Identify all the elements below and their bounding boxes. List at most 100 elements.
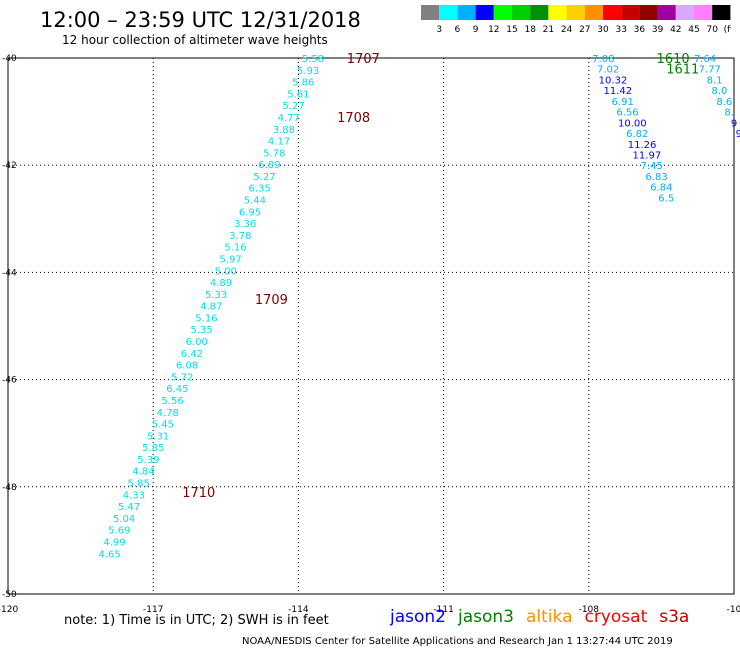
colorbar-swatch: [675, 5, 694, 20]
wave-height-value: 4.17: [268, 137, 290, 148]
wave-height-value: 5.16: [195, 313, 217, 324]
lon-tick-label: -117: [143, 605, 163, 615]
colorbar-swatch: [603, 5, 622, 20]
colorbar-swatch: [548, 5, 567, 20]
wave-height-value: 7.64: [694, 54, 716, 65]
colorbar-swatch: [457, 5, 476, 20]
colorbar-label: 33: [615, 25, 626, 35]
wave-height-value: 5.35: [190, 325, 212, 336]
wave-height-value: 5.56: [161, 396, 183, 407]
lon-tick-label: -108: [579, 605, 600, 615]
wave-height-value: 7.77: [699, 65, 721, 76]
wave-height-value: 10.32: [599, 75, 628, 86]
wave-height-value: 4.89: [210, 278, 232, 289]
wave-height-value: 11.26: [628, 140, 657, 151]
lat-tick-label: -44: [2, 268, 17, 278]
wave-height-value: 4.84: [132, 467, 154, 478]
colorbar-label: 36: [634, 25, 646, 35]
wave-height-value: 3.78: [229, 231, 251, 242]
track-labels: 5.585.935.865.615.274.773.884.175.786.89…: [99, 54, 740, 560]
colorbar-label: 15: [506, 25, 517, 35]
wave-height-value: 11.97: [633, 150, 662, 161]
wave-height-value: 9: [731, 118, 737, 129]
wave-height-value: 6.89: [258, 160, 280, 171]
wave-height-value: 6.95: [239, 207, 261, 218]
wave-height-value: 6.84: [650, 183, 672, 194]
lat-tick-label: -48: [2, 483, 17, 493]
wave-height-value: 7.02: [597, 65, 619, 76]
wave-height-value: 6.00: [186, 337, 208, 348]
wave-height-value: 6.35: [249, 184, 271, 195]
colorbar-swatch: [493, 5, 512, 20]
wave-height-value: 3.36: [234, 219, 256, 230]
colorbar-label: 6: [455, 25, 461, 35]
pass-time-label: 1611: [666, 63, 699, 78]
wave-height-value: 8.0: [712, 86, 728, 97]
wave-height-value: 5.27: [282, 101, 304, 112]
colorbar-swatch: [475, 5, 494, 20]
lon-tick-label: -120: [0, 605, 18, 615]
pass-time-label: 1709: [255, 293, 288, 308]
footer-credit: NOAA/NESDIS Center for Satellite Applica…: [242, 636, 673, 647]
wave-height-value: 5.85: [142, 443, 164, 454]
colorbar-label: 39: [652, 25, 664, 35]
colorbar-label: 21: [543, 25, 554, 35]
wave-height-value: 5.86: [292, 78, 314, 89]
lat-tick-label: -46: [2, 376, 17, 386]
colorbar-label: 24: [561, 25, 573, 35]
lat-tick-label: -50: [2, 590, 17, 600]
wave-height-value: 4.87: [200, 302, 222, 313]
colorbar-swatch: [584, 5, 603, 20]
colorbar-label: 27: [579, 25, 590, 35]
colorbar-label: 45: [688, 25, 699, 35]
wave-height-value: 5.00: [215, 266, 237, 277]
wave-height-value: 5.85: [128, 479, 150, 490]
lat-tick-label: -42: [2, 161, 17, 171]
wave-height-value: 10.00: [618, 118, 647, 129]
legend-cryosat: cryosat: [584, 607, 648, 627]
wave-height-value: 4.33: [123, 490, 145, 501]
wave-height-value: 7.08: [592, 54, 614, 65]
colorbar-swatch: [530, 5, 549, 20]
colorbar-swatch: [512, 5, 531, 20]
colorbar-swatch: [694, 5, 713, 20]
wave-height-value: 5.78: [263, 148, 285, 159]
wave-height-value: 5.93: [297, 66, 319, 77]
colorbar-swatch: [712, 5, 731, 20]
legend-jason3: jason3: [458, 607, 514, 627]
wave-height-value: 8.1: [707, 75, 723, 86]
wave-height-value: 11.42: [604, 86, 633, 97]
colorbar-swatch: [621, 5, 640, 20]
satellite-legend: jason2 jason3 altika cryosat s3a: [390, 607, 701, 627]
wave-height-value: 4.78: [157, 408, 179, 419]
wave-height-value: 3.88: [273, 125, 295, 136]
lon-tick-label: -114: [288, 605, 309, 615]
wave-height-value: 6.91: [612, 97, 634, 108]
wave-height-value: 6.5: [658, 193, 674, 204]
wave-height-value: 5.39: [137, 455, 159, 466]
colorbar-label: (ft): [724, 25, 731, 35]
wave-height-value: 5.45: [152, 420, 174, 431]
colorbar-swatch: [566, 5, 585, 20]
wave-height-value: 9: [736, 129, 740, 140]
lon-tick-label: -10: [727, 605, 740, 615]
wave-height-value: 5.33: [205, 290, 227, 301]
wave-height-value: 6.42: [181, 349, 203, 360]
wave-height-value: 5.31: [147, 431, 169, 442]
wave-height-value: 4.99: [103, 537, 125, 548]
lat-tick-label: -40: [2, 54, 17, 64]
wave-height-value: 5.04: [113, 514, 135, 525]
pass-time-label: 1708: [337, 111, 370, 126]
pass-time-label: 1707: [347, 52, 380, 67]
colorbar-label: 12: [488, 25, 499, 35]
wave-height-value: 5.61: [287, 89, 309, 100]
pass-time-label: 1610: [657, 52, 690, 67]
colorbar-swatch: [421, 5, 440, 20]
note-text: note: 1) Time is in UTC; 2) SWH is in fe…: [64, 613, 329, 628]
colorbar-label: 30: [597, 25, 609, 35]
wave-height-value: 5.72: [171, 372, 193, 383]
grid: [7, 57, 735, 595]
